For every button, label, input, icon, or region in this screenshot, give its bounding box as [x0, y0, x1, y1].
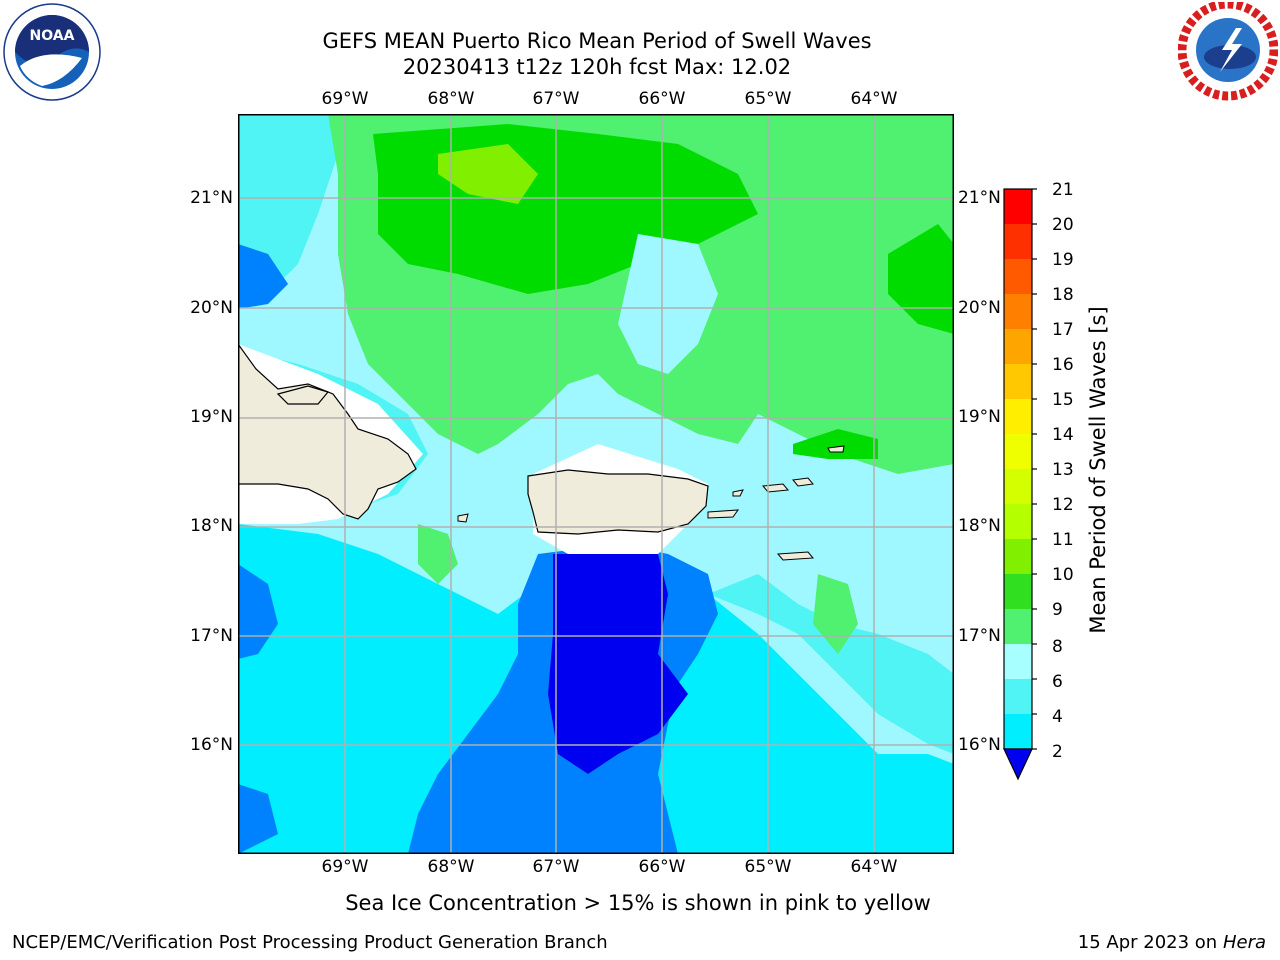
colorbar-tick: 6 [1052, 672, 1063, 692]
map-plot [238, 114, 954, 854]
lon-label-top: 69°W [321, 89, 369, 109]
colorbar-tick: 17 [1052, 320, 1074, 340]
lon-label-top: 64°W [850, 89, 898, 109]
colorbar-tick: 19 [1052, 250, 1074, 270]
colorbar-tick: 21 [1052, 180, 1074, 200]
colorbar-tick: 9 [1052, 600, 1063, 620]
lon-label-bottom: 65°W [744, 857, 792, 877]
lat-label-left: 18°N [190, 516, 233, 536]
graticule [238, 114, 954, 854]
colorbar-tick: 8 [1052, 637, 1063, 657]
sea-ice-note: Sea Ice Concentration > 15% is shown in … [345, 891, 931, 915]
colorbar-tick: 14 [1052, 425, 1074, 445]
lon-label-bottom: 67°W [532, 857, 580, 877]
lat-label-left: 16°N [190, 735, 233, 755]
lon-label-top: 68°W [427, 89, 475, 109]
svg-text:NOAA: NOAA [30, 28, 75, 44]
colorbar-tick: 18 [1052, 285, 1074, 305]
map-subtitle: 20230413 t12z 120h fcst Max: 12.02 [402, 55, 792, 79]
lat-label-left: 21°N [190, 188, 233, 208]
map-frame [238, 114, 954, 854]
colorbar-tick: 13 [1052, 460, 1074, 480]
puerto-rico-land [527, 469, 709, 535]
lat-label-right: 17°N [958, 626, 1001, 646]
colorbar [1001, 186, 1037, 786]
footer-date: 15 Apr 2023 on Hera [1078, 932, 1266, 954]
lat-label-right: 16°N [958, 735, 1001, 755]
lat-label-right: 20°N [958, 298, 1001, 318]
lon-label-bottom: 68°W [427, 857, 475, 877]
lat-label-right: 19°N [958, 407, 1001, 427]
lon-label-bottom: 66°W [638, 857, 686, 877]
lat-label-right: 18°N [958, 516, 1001, 536]
lon-label-top: 65°W [744, 89, 792, 109]
lat-label-right: 21°N [958, 188, 1001, 208]
map-title: GEFS MEAN Puerto Rico Mean Period of Swe… [322, 29, 872, 53]
footer-date-text: 15 Apr 2023 on [1077, 932, 1218, 953]
footer-credit: NCEP/EMC/Verification Post Processing Pr… [12, 932, 608, 953]
colorbar-title: Mean Period of Swell Waves [s] [1086, 306, 1110, 634]
colorbar-tick: 15 [1052, 390, 1074, 410]
colorbar-tick: 20 [1052, 215, 1074, 235]
lat-label-left: 17°N [190, 626, 233, 646]
colorbar-tick: 11 [1052, 530, 1074, 550]
colorbar-tick: 4 [1052, 707, 1063, 727]
lon-label-bottom: 69°W [321, 857, 369, 877]
lon-label-top: 67°W [532, 89, 580, 109]
lat-label-left: 20°N [190, 298, 233, 318]
lon-label-bottom: 64°W [850, 857, 898, 877]
noaa-logo-icon: NOAA [2, 2, 102, 102]
colorbar-tick: 2 [1052, 742, 1063, 762]
colorbar-tick: 10 [1052, 565, 1074, 585]
lat-label-left: 19°N [190, 407, 233, 427]
lon-label-top: 66°W [638, 89, 686, 109]
hispaniola-land [238, 342, 417, 520]
colorbar-tick: 16 [1052, 355, 1074, 375]
footer-host: Hera [1222, 932, 1266, 953]
nws-logo-icon [1178, 2, 1278, 102]
colorbar-tick: 12 [1052, 495, 1074, 515]
